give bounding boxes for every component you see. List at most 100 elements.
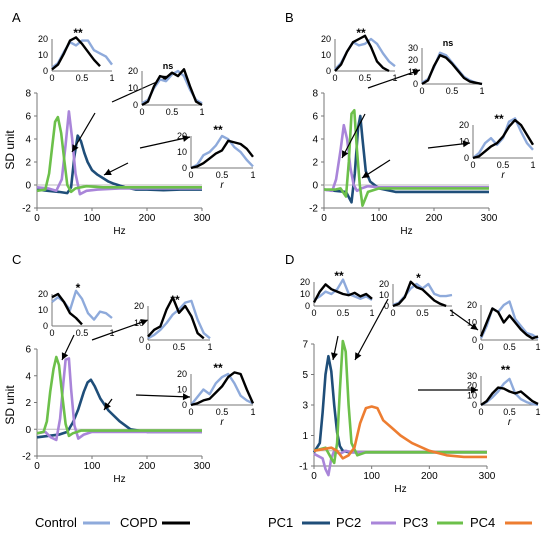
y-axis-label: SD unit — [3, 385, 17, 425]
inset-x-axis-label: r — [220, 417, 224, 428]
inset-y-tick-label: 0 — [43, 321, 48, 331]
arrow-head — [72, 144, 79, 152]
inset-line-copd — [51, 36, 101, 71]
y-tick-label: 7 — [302, 340, 308, 351]
inset-y-tick-label: 0 — [133, 100, 138, 110]
arrow-shaft — [91, 319, 149, 341]
inset-x-tick-label: 1 — [449, 308, 454, 318]
inset-x-tick-label: 1 — [250, 170, 255, 180]
y-tick-label: 2 — [25, 398, 31, 409]
inset-y-tick-label: 20 — [177, 131, 187, 141]
arrow — [331, 335, 339, 361]
arrow-head — [104, 402, 111, 410]
y-axis-label: SD unit — [3, 130, 17, 170]
inset-y-tick-label: 30 — [467, 371, 477, 381]
series-line-pc3 — [36, 115, 202, 194]
legend-control-label: Control — [35, 515, 77, 530]
inset-line-copd — [190, 139, 254, 170]
arrow-head — [182, 135, 190, 142]
y-tick-label: 6 — [25, 112, 31, 123]
panel-letter: A — [12, 10, 21, 25]
inset-histogram: 0 10 20 0 0.5 1 ** r — [459, 112, 536, 181]
inset-y-tick-label: 0 — [305, 301, 310, 311]
arrow-shaft — [135, 394, 191, 398]
inset-line-copd — [312, 283, 373, 303]
inset-x-tick-label: 1 — [207, 342, 212, 352]
significance-label: ** — [213, 123, 223, 137]
inset-y-tick-label: 0 — [326, 66, 331, 76]
significance-label: ** — [356, 26, 366, 40]
inset-x-tick-label: 0 — [478, 342, 483, 352]
y-tick-label: 2 — [312, 158, 318, 169]
inset-y-tick-label: 10 — [467, 318, 477, 328]
inset-x-tick-label: 0.5 — [503, 407, 516, 417]
inset-line-control — [147, 299, 211, 340]
inset-x-tick-label: 1 — [369, 308, 374, 318]
inset-y-tick-label: 10 — [321, 50, 331, 60]
inset-line-control — [421, 51, 483, 86]
significance-label: ** — [501, 363, 511, 377]
inset-line-control — [480, 377, 539, 407]
inset-x-tick-label: 0 — [49, 73, 54, 83]
arrow-head — [61, 352, 69, 360]
arrow — [361, 159, 391, 179]
inset-x-tick-label: 0.5 — [497, 160, 510, 170]
inset-y-tick-label: 0 — [472, 335, 477, 345]
inset-x-axis-label: r — [501, 170, 505, 181]
inset-y-tick-label: 10 — [177, 147, 187, 157]
inset-line-copd — [147, 296, 205, 340]
inset-y-tick-label: 20 — [177, 369, 187, 379]
arrow — [341, 113, 366, 159]
inset-x-tick-label: 0 — [478, 407, 483, 417]
inset-y-tick-label: 20 — [467, 300, 477, 310]
arrow-shaft — [354, 298, 389, 361]
inset-histogram: 0 10 20 0 0.5 1 ns — [128, 61, 205, 117]
inset-y-tick-label: 10 — [38, 305, 48, 315]
inset-line-control — [190, 372, 254, 406]
y-tick-label: 0 — [25, 181, 31, 192]
inset-x-tick-label: 0 — [145, 342, 150, 352]
inset-x-tick-label: 1 — [392, 73, 397, 83]
x-axis-label: Hz — [394, 484, 406, 495]
arrow — [71, 112, 96, 153]
inset-line-copd — [421, 54, 483, 86]
inset-y-tick-label: 0 — [413, 79, 418, 89]
inset-line-control — [190, 134, 254, 170]
legend: Control COPD PC1 PC2 PC3 PC4 — [35, 515, 532, 530]
x-tick-label: 200 — [139, 461, 156, 472]
significance-label: ns — [443, 38, 454, 48]
inset-line-copd — [480, 386, 539, 406]
inset-line-copd — [334, 34, 390, 73]
x-tick-label: 300 — [481, 213, 498, 224]
arrow-shaft — [367, 69, 421, 89]
significance-label: ** — [334, 269, 344, 283]
legend-pc2-label: PC2 — [336, 515, 361, 530]
inset-x-tick-label: 0 — [139, 107, 144, 117]
inset-line-control — [479, 300, 539, 340]
inset-y-tick-label: 20 — [38, 34, 48, 44]
inset-y-tick-label: 0 — [384, 301, 389, 311]
x-tick-label: 300 — [479, 471, 496, 482]
significance-label: ** — [73, 26, 83, 40]
inset-line-control — [141, 69, 203, 105]
significance-label: ** — [494, 112, 504, 126]
inset-x-tick-label: 0.5 — [173, 342, 186, 352]
arrow — [91, 319, 149, 341]
arrow-head — [140, 319, 148, 326]
x-tick-label: 300 — [194, 213, 211, 224]
series-line-pc3 — [36, 355, 202, 438]
x-tick-label: 100 — [84, 461, 101, 472]
y-tick-label: 0 — [25, 425, 31, 436]
inset-line-copd — [141, 68, 203, 107]
arrow-head — [462, 140, 470, 148]
inset-y-tick-label: 10 — [134, 318, 144, 328]
